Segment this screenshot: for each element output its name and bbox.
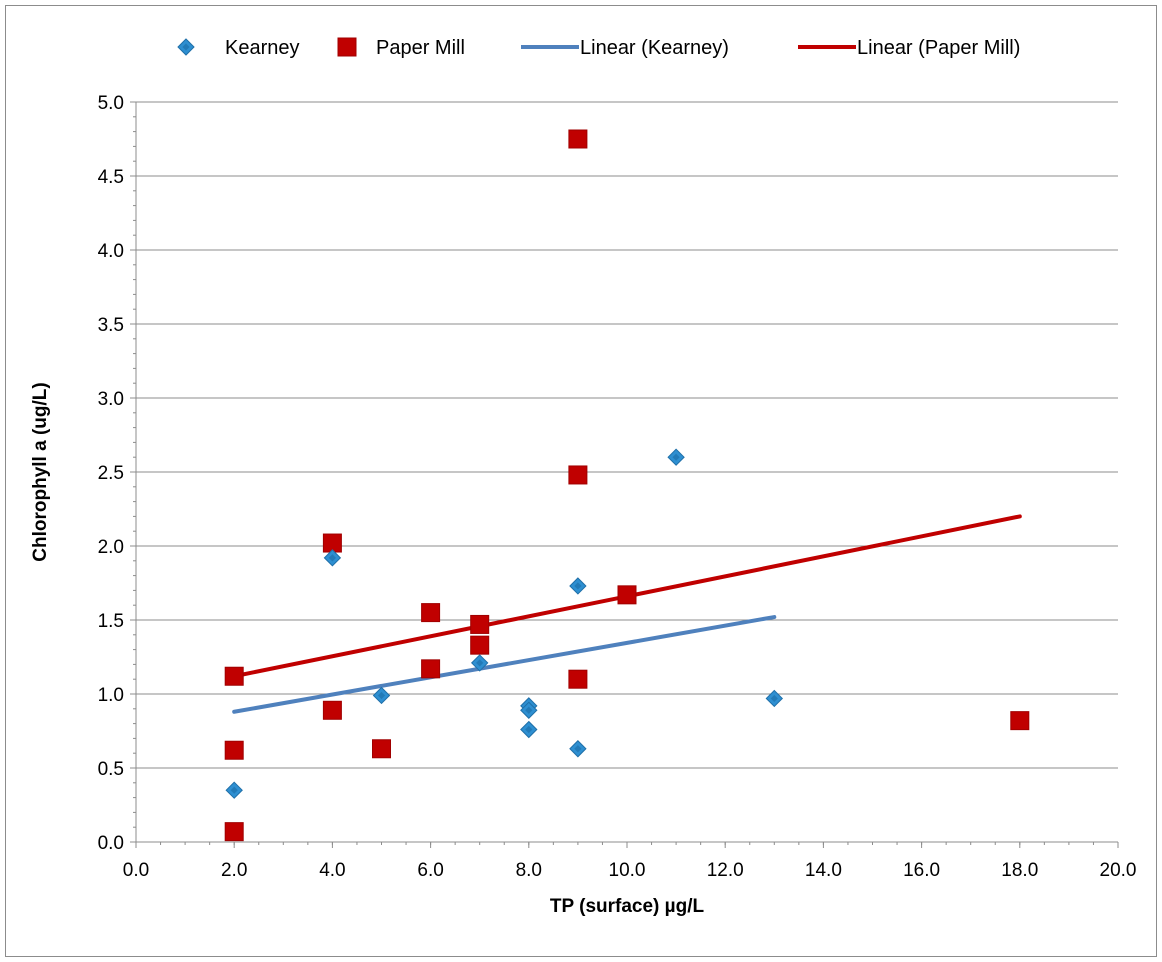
legend-marker-paper-mill	[337, 37, 357, 57]
paper-mill-point	[568, 129, 588, 149]
paper-mill-point	[372, 739, 391, 759]
gridlines	[136, 101, 1118, 769]
y-tick-label: 0.0	[98, 833, 124, 854]
paper-mill-point	[470, 614, 490, 634]
paper-mill-point	[224, 822, 244, 842]
legend: Kearney Paper Mill Linear (Kearney) Linear …	[177, 37, 1020, 59]
y-tick-label: 5.0	[98, 93, 124, 114]
paper-mill-point	[617, 585, 637, 605]
paper-mill-point	[568, 669, 588, 689]
data-points	[224, 129, 1030, 842]
y-axis-title: Chlorophyll a (ug/L)	[30, 382, 51, 561]
x-tick-label: 10.0	[609, 860, 646, 881]
y-tick-label: 4.0	[98, 241, 124, 262]
x-tick-label: 16.0	[903, 860, 940, 881]
kearney-point-shade	[328, 554, 336, 562]
legend-label-paper-mill: Paper Mill	[376, 37, 465, 59]
paper-mill-point	[1010, 711, 1030, 731]
paper-mill-point	[421, 603, 441, 623]
kearney-point-shade	[574, 582, 582, 590]
trendline-linear-kearney	[232, 615, 777, 714]
paper-mill-point	[224, 740, 244, 760]
x-tick-label: 18.0	[1001, 860, 1038, 881]
paper-mill-point	[421, 659, 441, 679]
x-tick-label: 14.0	[805, 860, 842, 881]
kearney-point-shade	[525, 725, 533, 734]
kearney-point-shade	[672, 453, 680, 461]
y-tick-label: 2.0	[98, 537, 124, 558]
axes: 0.0 0.5 1.0 1.5 2.0 2.5 3.0 3.5 4.0 4.5 5.0 0.0 2.0 4…	[98, 93, 1137, 881]
paper-mill-point	[224, 666, 244, 686]
paper-mill-point	[568, 465, 588, 485]
x-tick-label: 8.0	[516, 860, 542, 881]
kearney-point-shade	[574, 745, 582, 753]
kearney-point-shade	[770, 694, 778, 703]
kearney-point-shade	[476, 659, 484, 667]
x-tick-label: 12.0	[707, 860, 744, 881]
paper-mill-point	[470, 635, 490, 655]
y-tick-label: 2.5	[98, 463, 124, 484]
kearney-point-shade	[230, 786, 238, 794]
kearney-point-shade	[377, 691, 386, 700]
kearney-point-shade	[525, 706, 533, 714]
legend-label-linear-paper-mill: Linear (Paper Mill)	[857, 37, 1020, 59]
x-tick-label: 20.0	[1100, 860, 1137, 881]
y-tick-label: 3.5	[98, 315, 124, 336]
x-tick-label: 0.0	[123, 860, 149, 881]
x-axis-title: TP (surface) µg/L	[550, 896, 705, 917]
y-tick-label: 1.0	[98, 685, 124, 706]
x-tick-label: 6.0	[417, 860, 443, 881]
y-tick-label: 4.5	[98, 167, 124, 188]
legend-label-kearney: Kearney	[225, 37, 300, 59]
paper-mill-point	[322, 700, 342, 720]
legend-marker-kearney-shade	[182, 43, 190, 51]
y-tick-label: 0.5	[98, 759, 124, 780]
x-tick-label: 2.0	[221, 860, 247, 881]
y-tick-label: 1.5	[98, 611, 124, 632]
x-tick-label: 4.0	[319, 860, 345, 881]
legend-label-linear-kearney: Linear (Kearney)	[580, 37, 729, 59]
y-tick-label: 3.0	[98, 389, 124, 410]
